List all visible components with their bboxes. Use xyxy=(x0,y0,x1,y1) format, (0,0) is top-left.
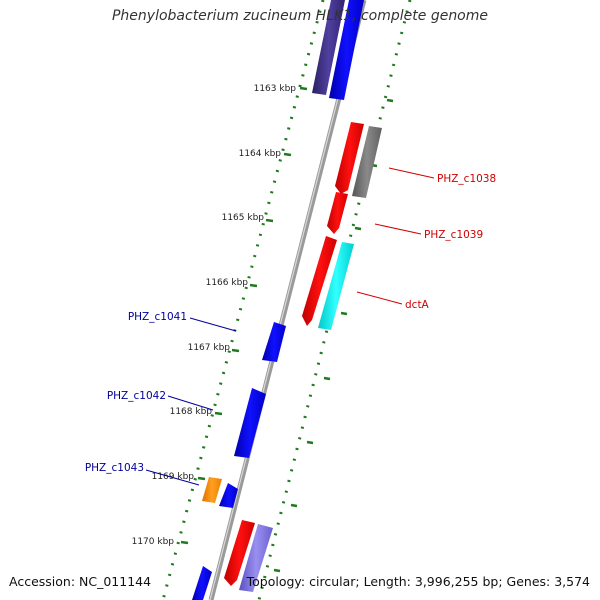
tick-label-1164: 1164 kbp xyxy=(239,149,282,159)
inner-ruler-major-ticks xyxy=(180,86,308,545)
gene-label-phz-c1039[interactable]: PHZ_c1039 xyxy=(424,229,483,241)
gene-dcta[interactable] xyxy=(302,236,337,326)
genome-backbone xyxy=(208,0,367,600)
tick-label-1169: 1169 kbp xyxy=(152,472,195,482)
gene-gray-c1038[interactable] xyxy=(352,126,382,198)
gene-label-phz-c1042[interactable]: PHZ_c1042 xyxy=(107,390,166,402)
outer-ruler-major-ticks xyxy=(273,98,394,573)
gene-phz-c1042[interactable] xyxy=(234,388,266,458)
gene-label-phz-c1038[interactable]: PHZ_c1038 xyxy=(437,173,496,185)
map-title: Phenylobacterium zucineum HLK1, complete… xyxy=(111,8,489,24)
leader-dcta xyxy=(356,291,403,305)
leader-phz-c1042 xyxy=(167,395,214,411)
gene-blue-c1043[interactable] xyxy=(219,483,238,508)
gene-blue-top[interactable] xyxy=(329,0,364,100)
accession-text: Accession: NC_011144 xyxy=(9,574,152,589)
tick-label-1165: 1165 kbp xyxy=(222,213,265,223)
gene-lavender-bottom[interactable] xyxy=(239,524,273,592)
tick-label-1163: 1163 kbp xyxy=(254,84,297,94)
leader-phz-c1043 xyxy=(145,469,200,486)
inner-ruler-track xyxy=(161,0,325,600)
genome-summary-text: Topology: circular; Length: 3,996,255 bp… xyxy=(246,574,590,589)
tick-label-1167: 1167 kbp xyxy=(188,343,231,353)
gene-phz-c1038[interactable] xyxy=(335,122,364,194)
gene-phz-c1039[interactable] xyxy=(327,192,348,234)
genome-backbone-highlight xyxy=(209,0,364,600)
gene-label-phz-c1041[interactable]: PHZ_c1041 xyxy=(128,311,187,323)
tick-label-1168: 1168 kbp xyxy=(170,407,213,417)
leader-phz-c1041 xyxy=(189,317,237,332)
leader-phz-c1039 xyxy=(374,223,422,235)
gene-phz-c1041[interactable] xyxy=(262,322,286,362)
tick-label-1166: 1166 kbp xyxy=(206,278,249,288)
gene-red-bottom[interactable] xyxy=(224,520,255,586)
gene-phz-c1043[interactable] xyxy=(202,477,222,503)
gene-blue-bottom-left[interactable] xyxy=(192,566,212,600)
tick-label-1170: 1170 kbp xyxy=(132,537,175,547)
gene-label-dcta[interactable]: dctA xyxy=(405,299,430,311)
leader-phz-c1038 xyxy=(388,167,435,179)
gene-label-phz-c1043[interactable]: PHZ_c1043 xyxy=(85,462,144,474)
gene-navy-top[interactable] xyxy=(312,0,345,95)
gene-cyan-dcta[interactable] xyxy=(318,242,354,330)
